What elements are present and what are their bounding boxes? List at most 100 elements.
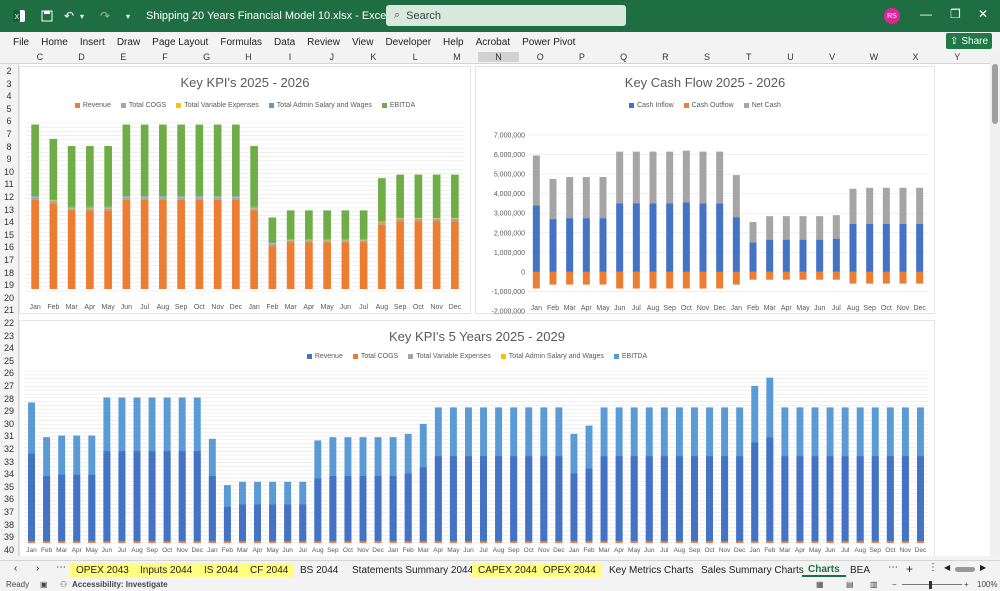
row-header[interactable]: 13 (3, 204, 14, 215)
row-header[interactable]: 27 (3, 381, 14, 391)
row-header[interactable]: 25 (3, 355, 14, 366)
row-header[interactable]: 39 (3, 532, 14, 543)
scrollbar-thumb[interactable] (992, 64, 998, 124)
column-header[interactable]: W (869, 52, 879, 62)
column-header[interactable]: I (288, 52, 292, 62)
tab-bea[interactable]: BEA (850, 564, 871, 576)
row-header[interactable]: 19 (3, 280, 14, 291)
row-header[interactable]: 36 (3, 494, 14, 505)
column-header[interactable]: Y (954, 52, 961, 62)
row-header[interactable]: 20 (3, 292, 14, 303)
worksheet[interactable]: Key KPI's 2025 - 2026 Revenue Total COGS T… (19, 64, 990, 556)
tab-capex-2044[interactable]: CAPEX 2044 (472, 563, 543, 577)
undo-icon[interactable]: ↶ (63, 9, 75, 23)
column-header[interactable]: E (120, 52, 127, 62)
column-header[interactable]: R (662, 52, 669, 62)
row-header[interactable]: 15 (3, 229, 14, 240)
page-layout-icon[interactable]: ▤ (846, 580, 854, 589)
column-header[interactable]: J (329, 52, 334, 62)
row-header[interactable]: 31 (3, 431, 14, 442)
row-header[interactable]: 29 (3, 406, 14, 417)
row-header[interactable]: 18 (3, 267, 14, 278)
tab-options-icon[interactable]: ⋮ (928, 562, 938, 573)
row-header[interactable]: 26 (3, 368, 14, 379)
menu-formulas[interactable]: Formulas (220, 36, 263, 48)
column-header[interactable]: F (162, 52, 168, 62)
zoom-level[interactable]: 100% (977, 580, 998, 589)
search-input[interactable]: ⌕ Search (386, 5, 626, 26)
restore-icon[interactable]: ❐ (950, 7, 961, 21)
tab-sales-summary-charts[interactable]: Sales Summary Charts (701, 564, 804, 576)
row-header[interactable]: 3 (6, 78, 12, 89)
column-header[interactable]: C (36, 52, 44, 62)
column-header[interactable]: K (370, 52, 377, 62)
row-header[interactable]: 16 (3, 242, 14, 253)
redo-icon[interactable]: ↷ (99, 9, 111, 23)
row-header[interactable]: 6 (6, 116, 12, 127)
row-header[interactable]: 34 (3, 469, 14, 480)
hscroll-left-icon[interactable]: ◀ (944, 563, 951, 572)
menu-data[interactable]: Data (274, 36, 296, 48)
column-header[interactable]: N (477, 52, 520, 62)
column-header[interactable]: V (829, 52, 836, 62)
row-header[interactable]: 17 (3, 255, 14, 265)
column-header[interactable]: G (203, 52, 211, 62)
column-header[interactable]: Q (620, 52, 628, 62)
row-header[interactable]: 4 (6, 91, 12, 102)
column-header[interactable]: L (412, 52, 418, 62)
row-header[interactable]: 7 (6, 129, 12, 139)
menu-file[interactable]: File (13, 36, 30, 48)
row-header[interactable]: 14 (3, 217, 14, 228)
tab-charts[interactable]: Charts (802, 563, 846, 577)
hscroll-thumb[interactable] (955, 567, 975, 572)
row-header[interactable]: 35 (3, 481, 14, 492)
menu-insert[interactable]: Insert (79, 36, 105, 48)
column-header[interactable]: M (453, 52, 461, 62)
tabs-more-right-icon[interactable]: ⋯ (888, 562, 898, 573)
row-header[interactable]: 24 (3, 343, 14, 354)
macro-record-icon[interactable]: ▣ (40, 580, 48, 589)
row-header[interactable]: 30 (3, 418, 14, 429)
column-header[interactable]: T (745, 52, 752, 62)
tab-cf-2044[interactable]: CF 2044 (244, 563, 295, 577)
more-tabs-icon[interactable]: ⋯ (56, 562, 66, 573)
column-header[interactable]: P (578, 52, 585, 62)
column-header[interactable]: X (912, 52, 919, 62)
close-icon[interactable]: ✕ (978, 7, 989, 21)
tab-opex-2043[interactable]: OPEX 2043 (70, 563, 135, 577)
tab-opex-2044[interactable]: OPEX 2044 (537, 563, 602, 577)
tab-key-metrics-charts[interactable]: Key Metrics Charts (609, 564, 694, 576)
share-button[interactable]: ⇪ Share (946, 33, 992, 49)
menu-home[interactable]: Home (41, 36, 68, 48)
page-break-icon[interactable]: ▥ (870, 580, 878, 589)
column-header[interactable]: S (704, 52, 711, 62)
column-header[interactable]: O (536, 52, 544, 62)
zoom-in-icon[interactable]: + (964, 580, 969, 589)
save-icon[interactable] (38, 7, 56, 25)
tab-inputs-2044[interactable]: Inputs 2044 (134, 563, 199, 577)
row-header[interactable]: 38 (3, 519, 14, 530)
row-header[interactable]: 12 (3, 192, 14, 202)
row-header[interactable]: 40 (3, 544, 14, 555)
menu-review[interactable]: Review (307, 36, 340, 48)
undo-dropdown-icon[interactable]: ▾ (79, 11, 84, 21)
menu-help[interactable]: Help (443, 36, 464, 48)
column-header[interactable]: D (78, 52, 85, 62)
row-header[interactable]: 32 (3, 444, 14, 454)
column-header[interactable]: H (245, 52, 252, 62)
menu-page-layout[interactable]: Page Layout (152, 36, 209, 48)
normal-view-icon[interactable]: ▦ (816, 580, 824, 589)
tab-scroll-left-icon[interactable]: ‹ (14, 563, 18, 574)
tab-bs-2044[interactable]: BS 2044 (300, 564, 339, 576)
tab-statements-summary-2044[interactable]: Statements Summary 2044 (352, 564, 474, 576)
vertical-scrollbar[interactable] (990, 52, 1000, 556)
chart-key-kpis-5-years[interactable]: Key KPI's 5 Years 2025 - 2029 Revenue Tot… (19, 320, 935, 556)
chart-key-cash-flow[interactable]: Key Cash Flow 2025 - 2026 Cash Inflow Cas… (475, 66, 935, 315)
avatar[interactable]: RS (884, 8, 900, 24)
menu-draw[interactable]: Draw (116, 36, 141, 48)
add-sheet-icon[interactable]: + (906, 562, 914, 576)
row-header[interactable]: 23 (3, 330, 14, 341)
menu-view[interactable]: View (351, 36, 374, 48)
column-header[interactable]: U (787, 52, 794, 62)
row-header[interactable]: 5 (6, 103, 12, 114)
